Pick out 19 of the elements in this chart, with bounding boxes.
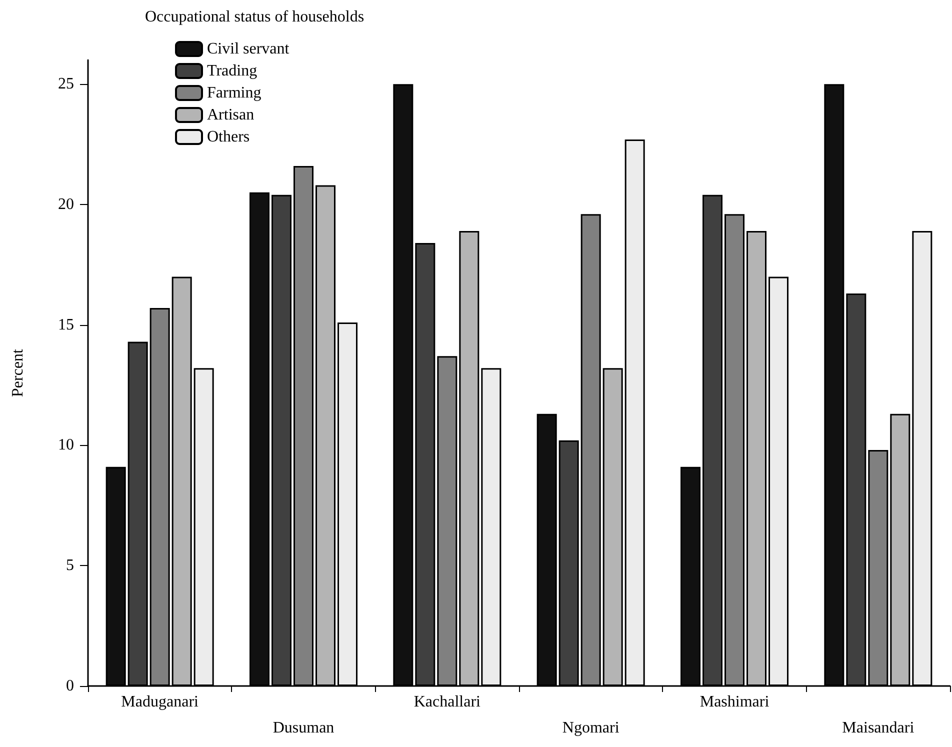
y-tick-label: 10 bbox=[58, 436, 74, 454]
x-tick-label: Mashimari bbox=[700, 694, 770, 710]
y-axis-title: Percent bbox=[10, 348, 26, 397]
legend-label: Others bbox=[207, 128, 250, 146]
legend-title: Occupational status of households bbox=[145, 8, 364, 26]
legend-label: Civil servant bbox=[207, 40, 290, 58]
x-tick-label: Dusuman bbox=[272, 720, 334, 736]
y-tick-label: 0 bbox=[66, 678, 74, 694]
legend-label: Trading bbox=[207, 62, 258, 80]
legend-label: Farming bbox=[207, 84, 262, 102]
y-tick-label: 5 bbox=[66, 557, 74, 574]
y-tick-label: 25 bbox=[58, 76, 74, 93]
x-tick-label: Maduganari bbox=[121, 694, 200, 710]
y-tick-label: 20 bbox=[58, 196, 74, 213]
x-tick-label: Maisandari bbox=[842, 720, 915, 736]
y-tick-label: 15 bbox=[58, 316, 74, 334]
x-tick-label: Ngomari bbox=[562, 720, 620, 736]
legend-label: Artisan bbox=[207, 106, 254, 124]
x-tick-label: Kachallari bbox=[414, 694, 482, 710]
